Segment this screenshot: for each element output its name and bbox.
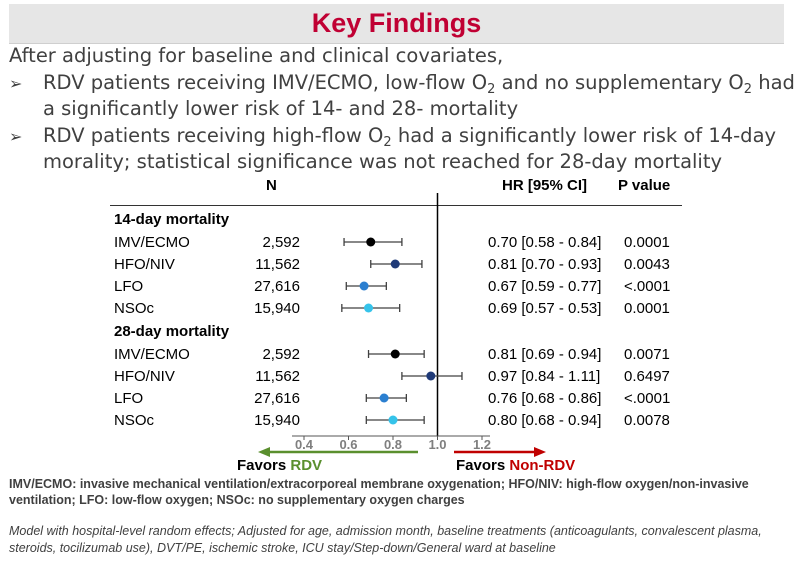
row-n: 15,940 <box>254 300 300 317</box>
row-p: <.0001 <box>624 278 671 295</box>
favors-rdv-label: Favors RDV <box>237 457 323 474</box>
row-p: 0.0043 <box>624 256 670 273</box>
x-tick-label: 0.6 <box>339 437 357 452</box>
row-p: 0.0078 <box>624 412 670 429</box>
hr-point <box>366 237 376 247</box>
header-n: N <box>266 177 277 194</box>
row-n: 2,592 <box>262 234 300 251</box>
arrow-bullet-icon: ➢ <box>9 74 23 93</box>
row-label: HFO/NIV <box>114 256 175 273</box>
x-tick-label: 1.0 <box>428 437 446 452</box>
row-label: NSOc <box>114 300 155 317</box>
bullet-2: ➢ RDV patients receiving high-flow O2 had… <box>9 124 777 173</box>
row-hr: 0.80 [0.68 - 0.94] <box>488 412 602 429</box>
slide-title: Key Findings <box>311 8 482 38</box>
header-rule <box>110 205 682 206</box>
hr-point <box>379 393 389 403</box>
abbreviations: IMV/ECMO: invasive mechanical ventilatio… <box>9 477 749 507</box>
group-label-14-day: 14-day mortality <box>114 211 230 228</box>
x-tick-label: 1.2 <box>473 437 491 452</box>
row-p: 0.0001 <box>624 300 670 317</box>
row-n: 15,940 <box>254 412 300 429</box>
x-tick-label: 0.4 <box>295 437 314 452</box>
row-label: IMV/ECMO <box>114 346 190 363</box>
row-p: <.0001 <box>624 390 671 407</box>
header-hr: HR [95% CI] <box>502 177 588 194</box>
row-n: 27,616 <box>254 278 300 295</box>
row-p: 0.0001 <box>624 234 670 251</box>
row-hr: 0.81 [0.70 - 0.93] <box>488 256 602 273</box>
row-label: HFO/NIV <box>114 368 175 385</box>
group-label-28-day: 28-day mortality <box>114 323 230 340</box>
hr-point <box>359 281 369 291</box>
row-hr: 0.67 [0.59 - 0.77] <box>488 278 602 295</box>
intro-text: After adjusting for baseline and clinica… <box>9 44 504 67</box>
row-hr: 0.69 [0.57 - 0.53] <box>488 300 602 317</box>
row-n: 11,562 <box>255 256 300 273</box>
hr-point <box>390 349 400 359</box>
row-label: IMV/ECMO <box>114 234 190 251</box>
row-n: 2,592 <box>262 346 300 363</box>
row-label: NSOc <box>114 412 155 429</box>
favors-non-rdv-arrow-head <box>534 447 546 457</box>
favors-non-rdv-label: Favors Non-RDV <box>456 457 576 474</box>
hr-point <box>364 303 374 313</box>
hr-point <box>388 415 398 425</box>
row-hr: 0.70 [0.58 - 0.84] <box>488 234 602 251</box>
favors-rdv-arrow-head <box>258 447 270 457</box>
header-p: P value <box>618 177 671 194</box>
bullet-1: ➢ RDV patients receiving IMV/ECMO, low-fl… <box>9 71 795 120</box>
title-bar: Key Findings <box>9 4 784 44</box>
row-hr: 0.97 [0.84 - 1.11] <box>488 368 601 385</box>
row-label: LFO <box>114 390 144 407</box>
footnote: Model with hospital-level random effects… <box>9 524 762 555</box>
row-hr: 0.76 [0.68 - 0.86] <box>488 390 602 407</box>
row-p: 0.0071 <box>624 346 670 363</box>
hr-point <box>390 259 400 269</box>
row-n: 11,562 <box>255 368 300 385</box>
hr-point <box>426 371 436 381</box>
row-n: 27,616 <box>254 390 300 407</box>
row-hr: 0.81 [0.69 - 0.94] <box>488 346 602 363</box>
row-label: LFO <box>114 278 144 295</box>
row-p: 0.6497 <box>624 368 670 385</box>
x-tick-label: 0.8 <box>384 437 402 452</box>
arrow-bullet-icon: ➢ <box>9 127 23 146</box>
